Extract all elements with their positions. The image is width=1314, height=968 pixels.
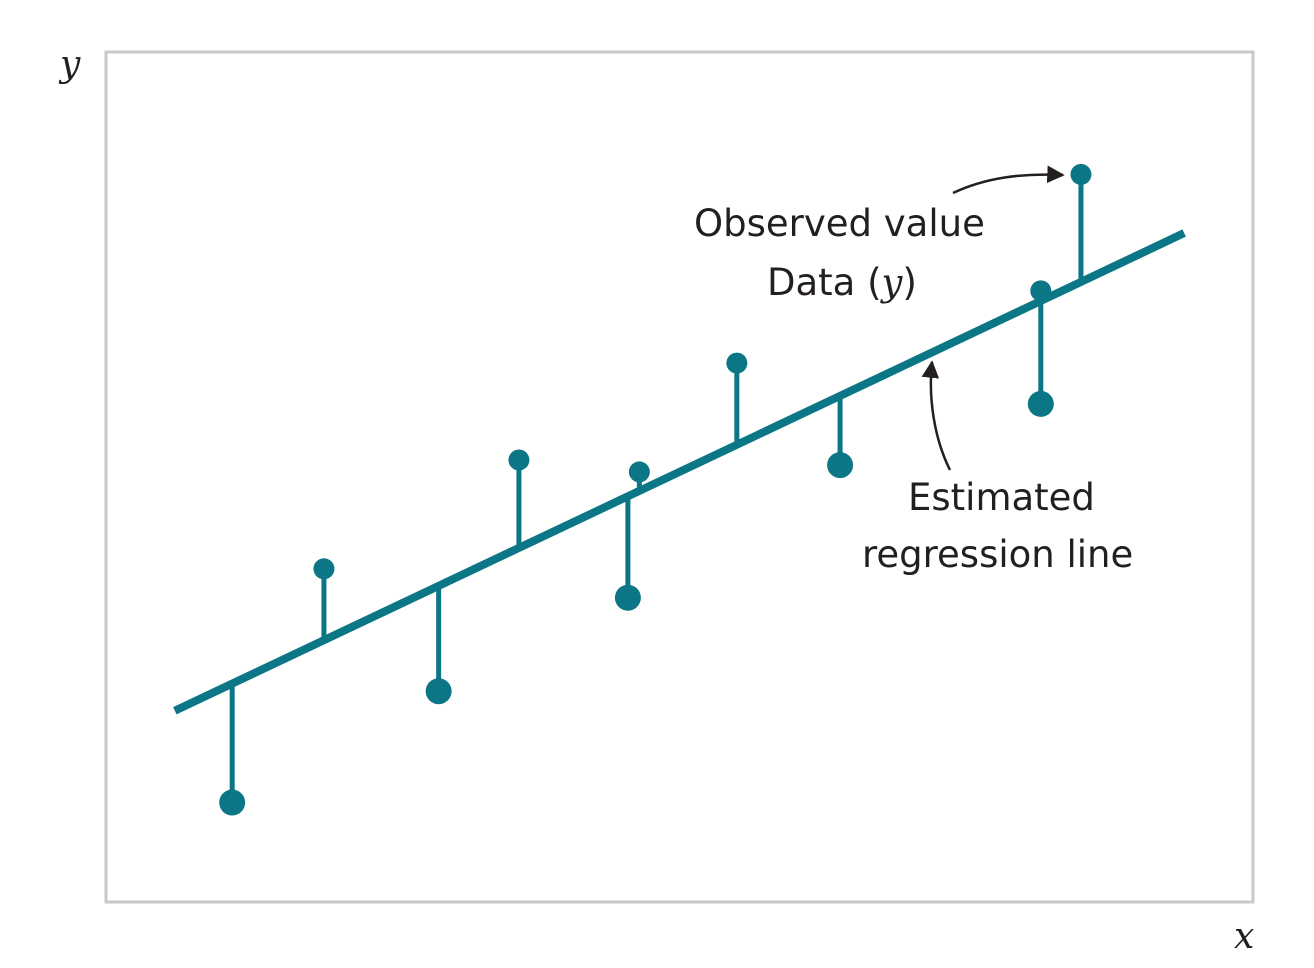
estimated-label-line2: regression line xyxy=(862,533,1133,576)
data-point xyxy=(313,558,335,580)
observed-value-label: Observed value xyxy=(694,202,985,245)
data-point xyxy=(628,461,650,483)
data-point xyxy=(1030,280,1052,302)
data-y-suffix: ) xyxy=(902,261,916,304)
data-y-prefix: Data ( xyxy=(767,261,882,304)
observed-value-arrow xyxy=(952,165,1065,195)
data-point xyxy=(1070,163,1092,185)
x-axis-label: x xyxy=(1234,916,1254,957)
data-point xyxy=(726,352,748,374)
data-point xyxy=(827,452,854,479)
estimated-line-annotation: Estimated regression line xyxy=(862,360,1133,576)
estimated-label-line1: Estimated xyxy=(908,476,1095,519)
data-points xyxy=(219,163,1092,816)
data-point xyxy=(508,449,530,471)
data-point xyxy=(219,789,246,816)
regression-line xyxy=(173,229,1186,715)
data-point xyxy=(425,678,452,705)
data-y-label: Data (y) xyxy=(767,261,917,304)
estimated-line-arrow xyxy=(921,360,952,471)
data-point xyxy=(1027,390,1054,417)
data-point xyxy=(614,584,641,611)
y-axis-label: y xyxy=(58,44,81,85)
plot-frame xyxy=(104,50,1255,904)
observed-value-annotation: Observed value Data (y) xyxy=(694,165,1065,304)
data-y-var: y xyxy=(880,261,904,304)
